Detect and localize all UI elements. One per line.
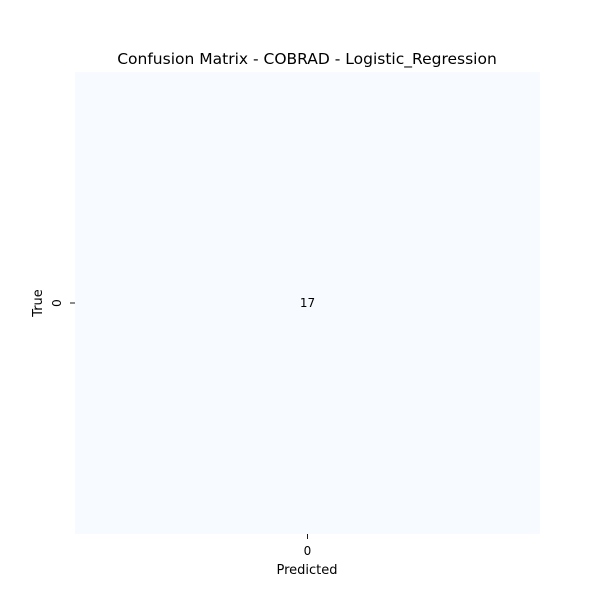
x-tick-label-0: 0 [304, 544, 312, 558]
chart-title: Confusion Matrix - COBRAD - Logistic_Reg… [117, 50, 497, 69]
y-tick-label-0: 0 [50, 299, 64, 307]
x-axis-ticks: 0 [304, 534, 312, 558]
y-axis-label: True [31, 289, 46, 318]
heatmap-cells: 17 [75, 72, 540, 534]
y-axis-ticks: 0 [50, 299, 75, 307]
heatmap-cell-0-0 [75, 72, 540, 534]
cell-value-label-0-0: 17 [300, 296, 315, 310]
x-axis-label: Predicted [276, 563, 337, 578]
